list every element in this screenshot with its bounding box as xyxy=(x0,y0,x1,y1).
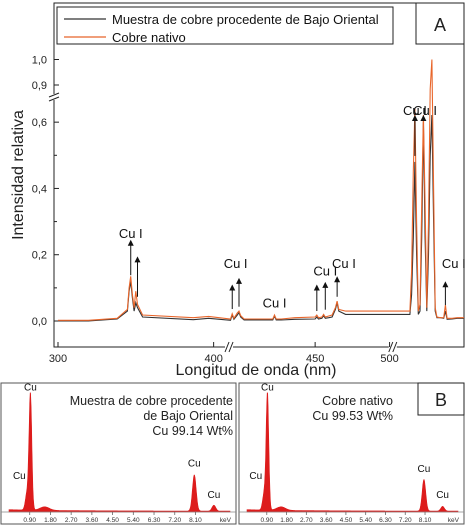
edx-frame xyxy=(238,382,465,525)
edx-x-tick-label: 6.30 xyxy=(379,517,392,524)
peak-arrowhead xyxy=(236,277,243,284)
edx-peak-label: Cu xyxy=(249,471,262,482)
x-axis-break-gap xyxy=(388,342,397,352)
legend: Muestra de cobre procedente de Bajo Orie… xyxy=(56,6,394,45)
edx-x-tick-label: 1.80 xyxy=(280,517,293,524)
y-tick-label: 1,0 xyxy=(32,55,47,67)
peak-arrowhead xyxy=(134,256,141,263)
panel-b-edx-native: 0.90 1.80 2.70 3.60 4.50 5.40 6.30 7.20 8.10 keV C… xyxy=(238,382,465,525)
edx-x-unit: keV xyxy=(448,517,460,524)
edx-peak-label: Cu xyxy=(188,458,201,469)
y-axis-title: Intensidad relativa xyxy=(10,110,27,240)
edx-x-tick-label: 2.70 xyxy=(65,517,78,524)
peak-arrowhead xyxy=(420,115,427,121)
edx-peak-label: Cu xyxy=(13,471,26,482)
x-axis-break-mark xyxy=(228,341,234,353)
peak-arrowhead xyxy=(322,281,329,288)
edx-spectrum xyxy=(8,392,231,513)
panel-letter-box xyxy=(415,2,465,45)
panel-letter-box xyxy=(417,382,465,416)
peak-label: Cu I xyxy=(403,103,427,118)
edx-peak-label: Cu xyxy=(418,464,431,475)
plot-frame xyxy=(53,2,465,348)
peak-label: Cu I xyxy=(313,263,337,278)
edx-caption-line: Cu 99.53 Wt% xyxy=(312,409,393,423)
edx-x-tick-label: 4.50 xyxy=(340,517,353,524)
x-axis-break-mark xyxy=(388,341,394,353)
edx-x-tick-label: 0.90 xyxy=(23,517,36,524)
legend-entry: Muestra de cobre procedente de Bajo Orie… xyxy=(112,12,379,27)
series-line-cobre-nativo xyxy=(58,59,464,321)
peak-label: Cu I xyxy=(224,256,248,271)
edx-caption-line: Cobre nativo xyxy=(322,394,393,408)
x-tick-label: 500 xyxy=(380,353,398,365)
edx-peak-label: Cu xyxy=(261,382,274,393)
edx-x-tick-label: 5.40 xyxy=(359,517,372,524)
panel-a-spectrum: 0,0 0,2 0,4 0,6 0,9 1,0 300 400 450 500 Longitud d… xyxy=(10,2,465,379)
series-line-bajo-oriental xyxy=(58,114,464,322)
legend-box xyxy=(56,6,394,45)
edx-x-tick-label: 6.30 xyxy=(148,517,161,524)
panel-letter: A xyxy=(434,15,446,35)
peak-arrowhead xyxy=(313,284,320,291)
y-axis-break-mark xyxy=(48,92,60,98)
x-axis-title: Longitud de onda (nm) xyxy=(176,362,337,379)
edx-spectrum xyxy=(246,392,459,513)
x-tick-label: 450 xyxy=(306,353,324,365)
x-axis-break-gap xyxy=(225,342,234,352)
x-axis-break-mark xyxy=(392,341,398,353)
y-tick-label: 0,9 xyxy=(32,80,47,92)
peak-arrowhead xyxy=(127,239,134,246)
peak-label: Cu I xyxy=(119,226,143,241)
peak-arrowhead xyxy=(229,284,236,291)
peak-label: Cu I xyxy=(413,103,437,118)
edx-peak-label: Cu xyxy=(207,490,220,501)
y-tick-label: 0,0 xyxy=(32,316,47,328)
x-tick-label: 400 xyxy=(204,353,222,365)
edx-x-tick-label: 0.90 xyxy=(260,517,273,524)
x-axis-break-mark xyxy=(224,341,230,353)
edx-x-tick-label: 8.10 xyxy=(189,517,202,524)
legend-entry: Cobre nativo xyxy=(112,30,186,45)
edx-x-tick-label: 7.20 xyxy=(168,517,181,524)
edx-peak-label: Cu xyxy=(24,382,37,393)
edx-x-tick-label: 1.80 xyxy=(44,517,57,524)
edx-x-tick-label: 5.40 xyxy=(127,517,140,524)
edx-frame xyxy=(0,382,237,525)
edx-x-unit: keV xyxy=(220,517,232,524)
edx-x-tick-label: 4.50 xyxy=(106,517,119,524)
peak-arrowhead xyxy=(442,281,449,288)
edx-caption-line: de Bajo Oriental xyxy=(143,409,233,423)
y-tick-label: 0,6 xyxy=(32,117,47,129)
edx-caption-line: Cu 99.14 Wt% xyxy=(152,424,233,438)
y-tick-label: 0,2 xyxy=(32,250,47,262)
y-axis-break-gap xyxy=(49,94,59,100)
edx-x-tick-label: 3.60 xyxy=(86,517,99,524)
x-tick-label: 300 xyxy=(49,353,67,365)
edx-peak-label: Cu xyxy=(436,490,449,501)
panel-letter: B xyxy=(435,390,447,410)
y-tick-label: 0,4 xyxy=(32,183,47,195)
peak-label: Cu I xyxy=(332,256,356,271)
edx-x-tick-label: 8.10 xyxy=(419,517,432,524)
peak-arrowhead xyxy=(334,276,341,283)
edx-x-tick-label: 2.70 xyxy=(300,517,313,524)
peak-arrowhead xyxy=(411,115,418,121)
peak-label: Cu I xyxy=(263,296,287,311)
edx-x-tick-label: 7.20 xyxy=(399,517,412,524)
peak-label: Cu I xyxy=(442,256,465,271)
panel-b-edx-sample: 0.90 1.80 2.70 3.60 4.50 5.40 6.30 7.20 8.10 keV C… xyxy=(0,382,237,525)
edx-caption-line: Muestra de cobre procedente xyxy=(70,394,233,408)
y-axis-break-mark xyxy=(48,96,60,102)
edx-x-tick-label: 3.60 xyxy=(320,517,333,524)
